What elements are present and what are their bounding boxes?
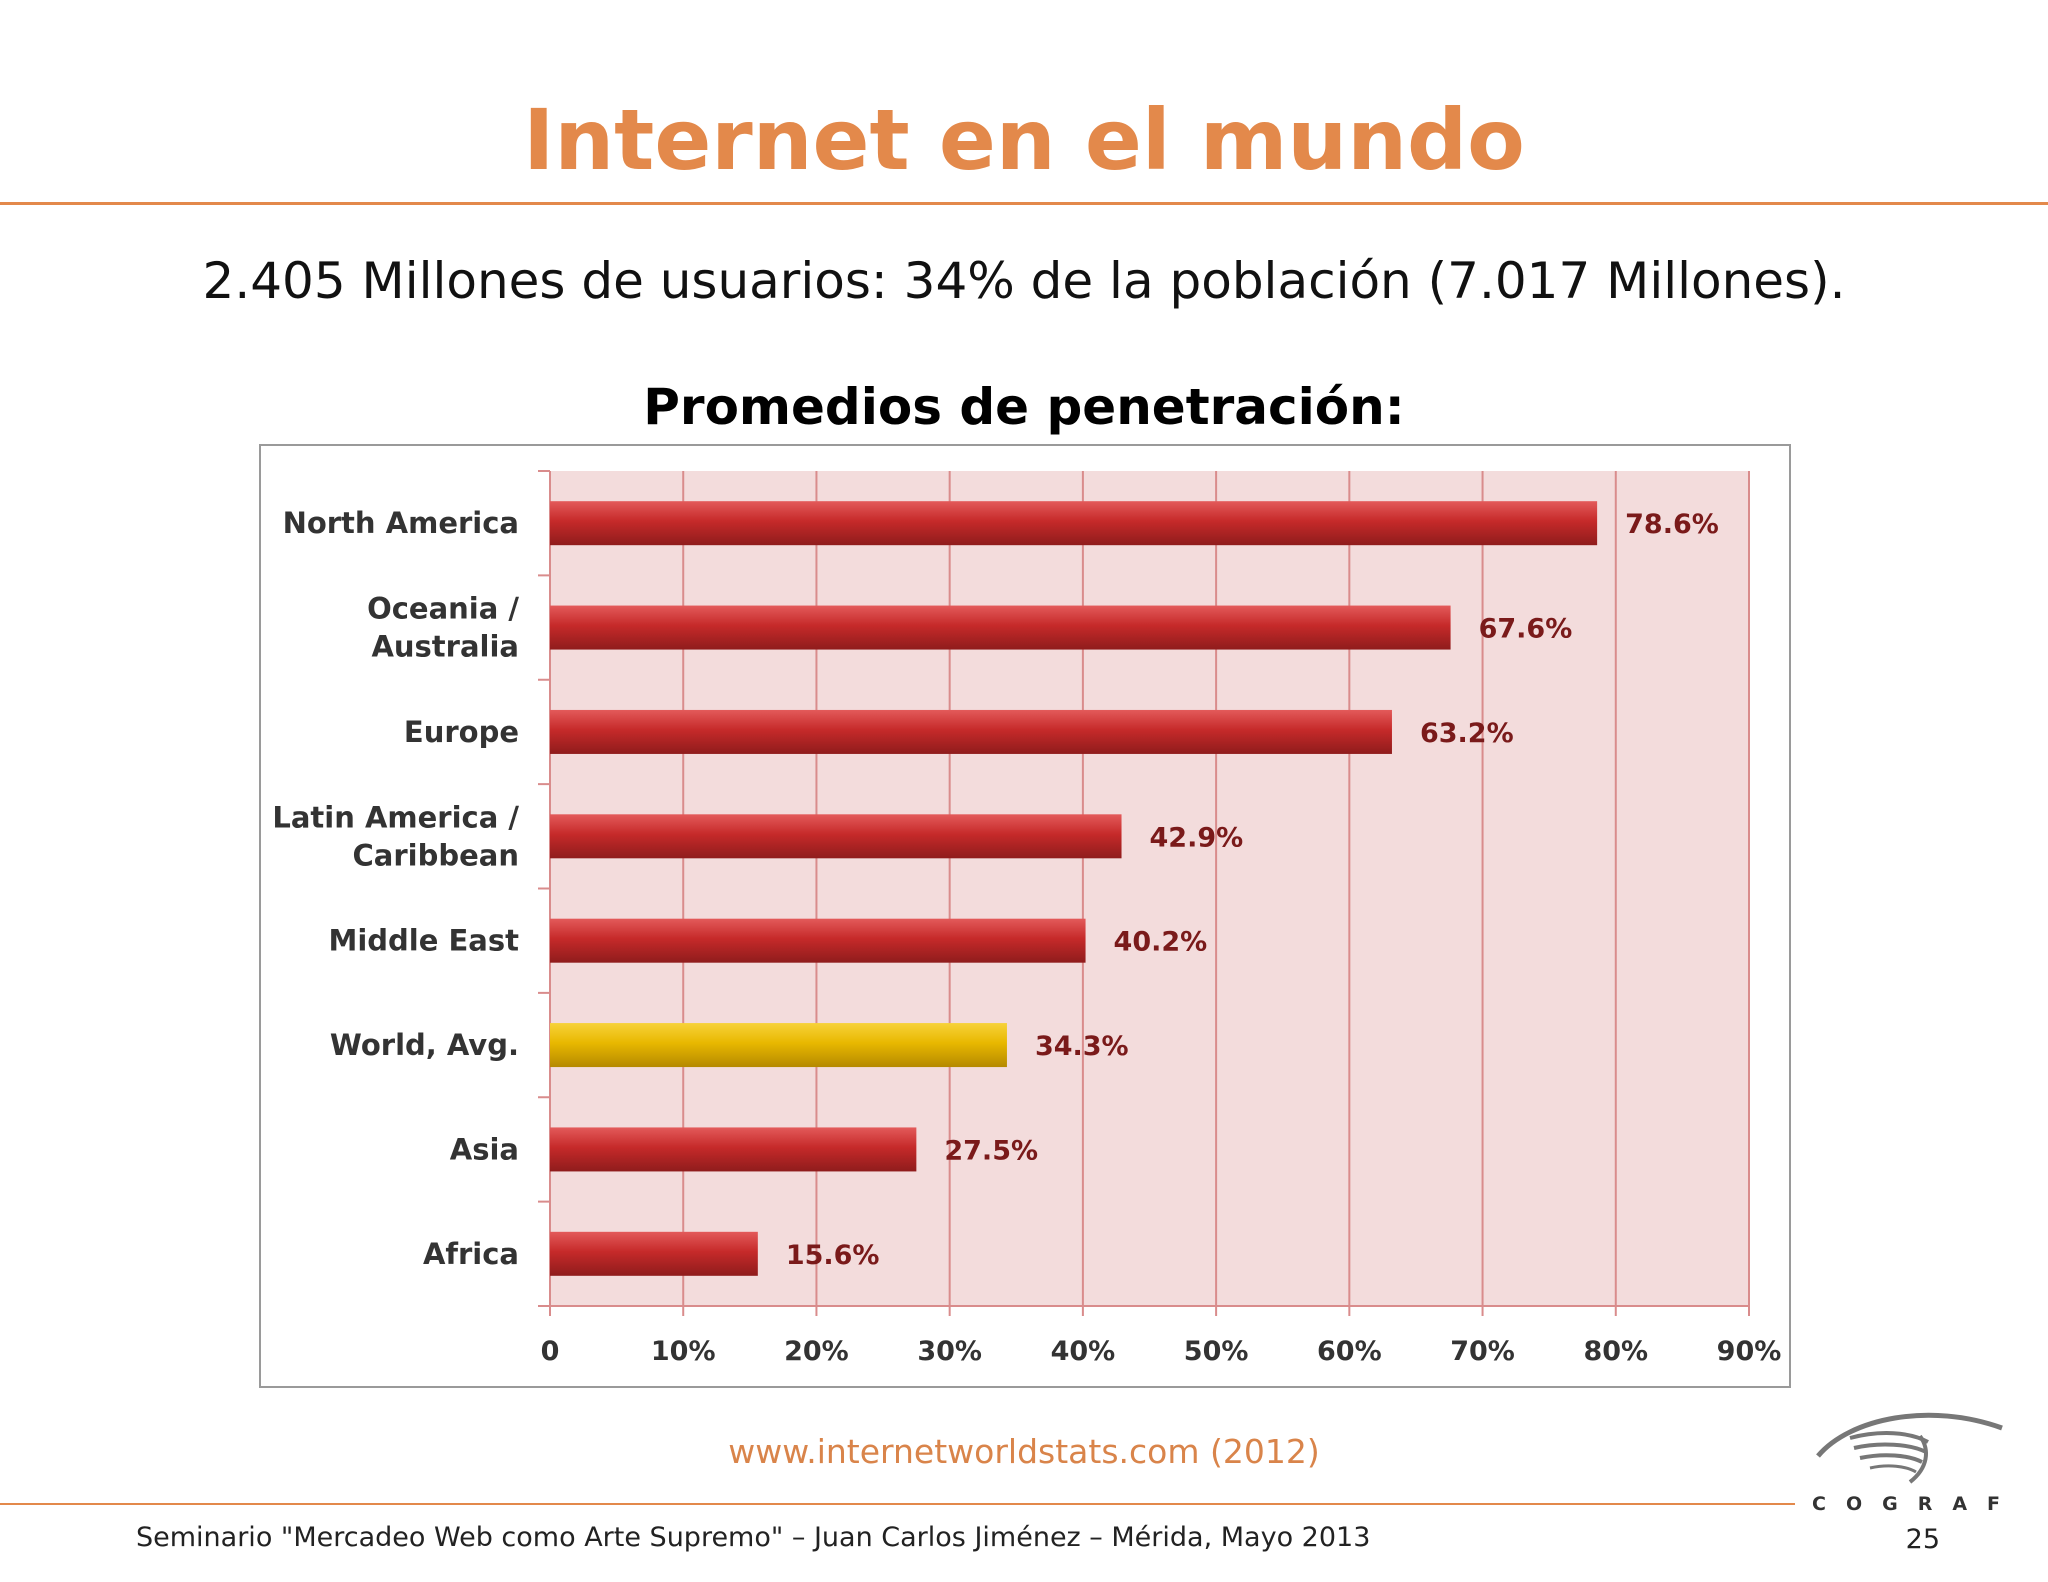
data-label: 63.2% — [1420, 718, 1514, 749]
penetration-bar-chart: North America Oceania / Australia Europe Lat… — [272, 470, 1782, 1367]
category-label: Oceania / Australia — [367, 592, 519, 664]
data-label: 27.5% — [944, 1135, 1038, 1166]
bar-europe — [550, 709, 1392, 754]
category-label: Europe — [404, 715, 519, 749]
bars — [550, 501, 1598, 1276]
data-label: 15.6% — [786, 1240, 880, 1271]
slide-subtitle: 2.405 Millones de usuarios: 34% de la po… — [202, 252, 1846, 310]
data-label: 42.9% — [1150, 822, 1244, 853]
cograf-logo-icon — [1816, 1412, 2003, 1484]
category-label: World, Avg. — [330, 1028, 519, 1062]
bar-north-america — [550, 501, 1598, 546]
x-tick-label: 90% — [1717, 1336, 1782, 1367]
bar-oceania-australia — [550, 605, 1451, 650]
x-tick-label: 10% — [651, 1336, 716, 1367]
slide-title: Internet en el mundo — [523, 91, 1525, 189]
source-link[interactable]: www.internetworldstats.com (2012) — [728, 1432, 1320, 1471]
bar-world-avg — [550, 1023, 1007, 1068]
x-tick-label: 60% — [1317, 1336, 1382, 1367]
category-label: Middle East — [328, 924, 519, 958]
x-tick-label: 70% — [1450, 1336, 1515, 1367]
chart-heading: Promedios de penetración: — [643, 378, 1405, 436]
footer-divider — [0, 1503, 1795, 1505]
bar-latin-america-caribbean — [550, 814, 1122, 859]
category-label: Latin America / Caribbean — [272, 800, 519, 872]
page-number: 25 — [1905, 1524, 1940, 1555]
x-tick-label: 80% — [1583, 1336, 1648, 1367]
x-tick-labels: 0 10% 20% 30% 40% 50% 60% 70% 80% 90% — [541, 1336, 1782, 1367]
logo-text: COGRAF — [1812, 1493, 2021, 1515]
title-divider — [0, 202, 2048, 205]
data-labels: 78.6% 67.6% 63.2% 42.9% 40.2% 34.3% 27.5% 15.6% — [786, 509, 1719, 1271]
data-label: 40.2% — [1114, 927, 1208, 958]
x-tick-label: 0 — [541, 1336, 560, 1367]
category-label: Asia — [450, 1132, 519, 1166]
data-label: 67.6% — [1479, 614, 1573, 645]
data-label: 34.3% — [1035, 1031, 1129, 1062]
bar-middle-east — [550, 918, 1086, 963]
plot-area — [550, 471, 1749, 1306]
category-labels: North America Oceania / Australia Europe Lat… — [272, 506, 519, 1271]
bar-africa — [550, 1231, 758, 1276]
category-label: Africa — [423, 1237, 519, 1271]
x-tick-label: 30% — [917, 1336, 982, 1367]
footer-text: Seminario "Mercadeo Web como Arte Suprem… — [136, 1522, 1371, 1553]
category-label: North America — [283, 506, 519, 540]
x-tick-label: 20% — [784, 1336, 849, 1367]
bar-asia — [550, 1127, 917, 1172]
data-label: 78.6% — [1625, 509, 1719, 540]
x-tick-label: 50% — [1184, 1336, 1249, 1367]
x-tick-label: 40% — [1051, 1336, 1116, 1367]
